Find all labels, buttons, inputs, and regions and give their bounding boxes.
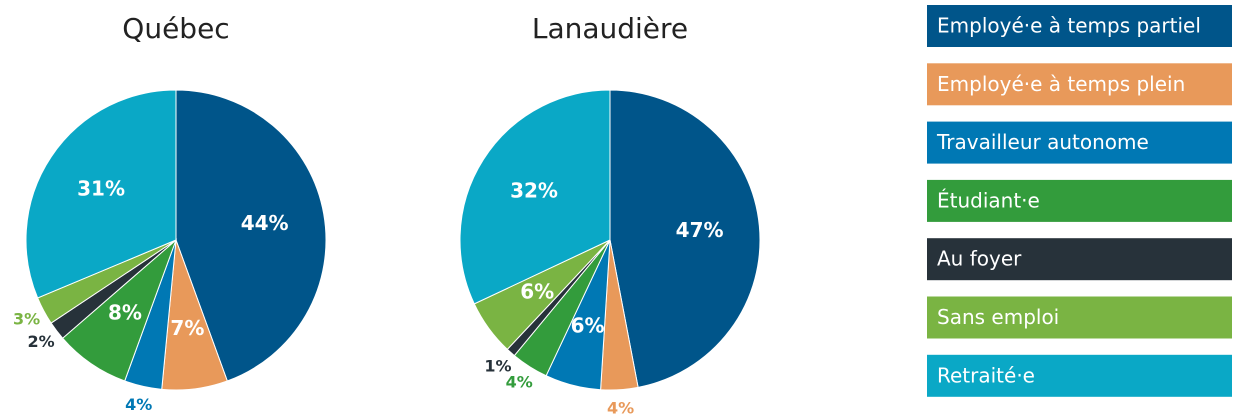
chart-title: Québec (122, 12, 229, 45)
value-label: 4% (125, 395, 152, 414)
legend-label: Au foyer (937, 247, 1022, 271)
value-label: 3% (13, 310, 40, 329)
value-label: 44% (241, 211, 289, 235)
legend-swatch (927, 63, 1232, 106)
value-label: 47% (676, 218, 724, 242)
legend-label: Employé·e à temps partiel (937, 14, 1201, 38)
value-label: 4% (607, 399, 634, 417)
legend-label: Employé·e à temps plein (937, 72, 1185, 96)
legend-swatch (927, 296, 1232, 339)
pie-slice (25, 89, 177, 299)
value-label: 7% (170, 316, 204, 340)
legend-label: Travailleur autonome (936, 130, 1149, 154)
legend-swatch (927, 238, 1232, 281)
value-label: 4% (506, 373, 533, 392)
value-label: 8% (108, 301, 142, 325)
legend-swatch (927, 5, 1232, 47)
legend-swatch (927, 121, 1232, 164)
pie-slice (459, 89, 611, 305)
legend-label: Sans emploi (937, 305, 1059, 329)
legend-swatch (927, 179, 1232, 222)
legend-swatch (927, 354, 1232, 397)
value-label: 6% (571, 314, 605, 338)
value-label: 1% (484, 357, 511, 376)
value-label: 6% (520, 279, 554, 303)
pie-slice (175, 89, 327, 382)
value-label: 31% (77, 177, 125, 201)
value-label: 2% (28, 332, 55, 351)
legend-label: Étudiant·e (937, 188, 1040, 212)
pie-slice (609, 89, 761, 388)
chart-title: Lanaudière (532, 12, 688, 45)
legend-label: Retraité·e (937, 363, 1035, 387)
value-label: 32% (510, 178, 558, 202)
